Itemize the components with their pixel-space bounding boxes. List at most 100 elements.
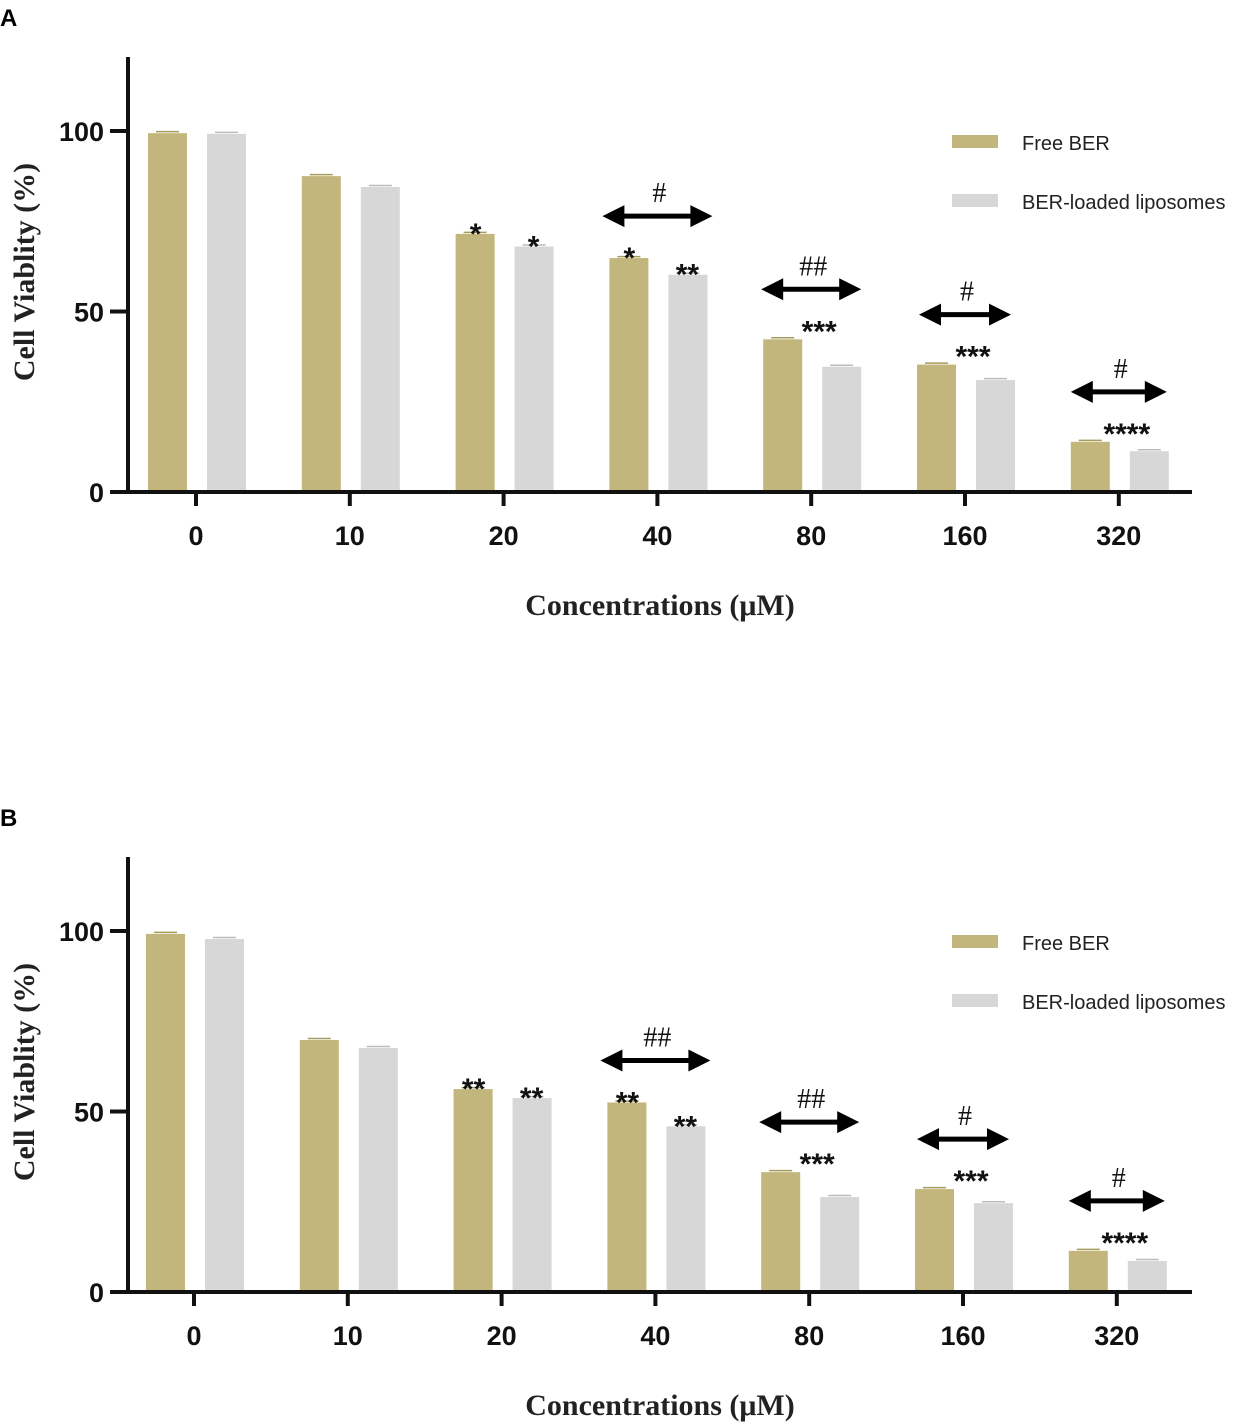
y-tick-label: 0: [89, 478, 104, 508]
bar-free-ber: [761, 1172, 801, 1292]
arrow-head-left: [759, 1111, 782, 1134]
legend-swatch: [952, 994, 998, 1007]
arrow-head-left: [1068, 1189, 1091, 1212]
bar-free-ber: [299, 1040, 339, 1292]
x-tick-label: 160: [942, 521, 987, 551]
bar-free-ber: [148, 133, 187, 492]
significance-stars: ***: [953, 1165, 988, 1198]
x-tick-label: 10: [335, 521, 365, 551]
significance-stars: ***: [800, 1148, 835, 1181]
bar-ber-liposomes: [668, 274, 708, 492]
arrow-head-left: [600, 1049, 623, 1072]
legend-label: Free BER: [1022, 133, 1110, 155]
arrow-head-right: [1142, 1189, 1165, 1212]
significance-stars: ****: [1103, 418, 1150, 451]
hash-significance: ##: [799, 251, 827, 282]
bar-ber-liposomes: [976, 380, 1015, 492]
significance-stars: *: [470, 218, 482, 251]
arrow-head-left: [602, 205, 625, 228]
bar-ber-liposomes: [205, 938, 244, 1292]
bar-ber-liposomes: [1129, 451, 1169, 492]
arrow-head-left: [917, 1128, 939, 1151]
y-tick-label: 0: [89, 1278, 104, 1308]
significance-stars: **: [674, 1110, 698, 1143]
bar-ber-liposomes: [360, 186, 400, 492]
arrow-head-right: [839, 278, 862, 301]
bar-ber-liposomes: [207, 133, 246, 492]
bar-free-ber: [301, 176, 341, 492]
panel-label: A: [0, 5, 17, 32]
arrow-head-right: [987, 1128, 1009, 1151]
significance-stars: *: [528, 231, 540, 264]
bar-free-ber: [453, 1089, 493, 1292]
x-tick-label: 20: [489, 521, 519, 551]
x-tick-label: 20: [487, 1321, 517, 1351]
arrow-head-right: [989, 303, 1011, 326]
significance-stars: ****: [1101, 1227, 1148, 1260]
arrow-head-left: [1070, 380, 1093, 403]
arrow-head-left: [761, 278, 784, 301]
significance-stars: **: [462, 1073, 486, 1106]
bar-ber-liposomes: [514, 246, 554, 492]
bar-ber-liposomes: [822, 366, 862, 492]
significance-stars: **: [616, 1086, 640, 1119]
x-tick-label: 40: [640, 1321, 670, 1351]
significance-stars: *: [624, 242, 636, 275]
legend-label: Free BER: [1022, 933, 1110, 955]
x-axis-title: Concentrations (μM): [525, 589, 794, 622]
bar-ber-liposomes: [666, 1126, 706, 1292]
bar-ber-liposomes: [820, 1197, 860, 1292]
bar-free-ber: [607, 1102, 647, 1292]
bar-free-ber: [763, 339, 803, 492]
hash-significance: #: [1114, 354, 1128, 385]
legend-swatch: [952, 135, 998, 148]
arrow-head-right: [688, 1049, 711, 1072]
hash-significance: #: [1112, 1163, 1126, 1194]
arrow-head-left: [919, 303, 941, 326]
x-tick-label: 80: [794, 1321, 824, 1351]
bar-ber-liposomes: [974, 1203, 1013, 1292]
bar-free-ber: [917, 364, 956, 492]
legend-label: BER-loaded liposomes: [1022, 192, 1225, 214]
hash-significance: #: [652, 178, 666, 209]
x-tick-label: 320: [1096, 521, 1141, 551]
x-tick-label: 80: [796, 521, 826, 551]
bar-free-ber: [455, 233, 495, 492]
x-tick-label: 0: [186, 1321, 201, 1351]
bar-free-ber: [146, 933, 185, 1292]
x-tick-label: 10: [333, 1321, 363, 1351]
bar-free-ber: [915, 1189, 954, 1292]
legend-swatch: [952, 935, 998, 948]
x-tick-label: 40: [642, 521, 672, 551]
bar-free-ber: [609, 258, 649, 492]
panel-b: B 0 50 100 0 10 20 40 80 160 320 Concentrations (μM…: [0, 805, 1225, 1422]
significance-stars: **: [676, 259, 700, 292]
arrow-head-right: [837, 1111, 860, 1134]
hash-significance: ##: [643, 1022, 671, 1053]
y-tick-label: 100: [59, 917, 104, 947]
bar-ber-liposomes: [1127, 1260, 1167, 1292]
arrow-head-right: [690, 205, 713, 228]
bar-ber-liposomes: [358, 1047, 398, 1292]
legend-label: BER-loaded liposomes: [1022, 992, 1225, 1014]
significance-stars: **: [520, 1082, 544, 1115]
legend-swatch: [952, 194, 998, 207]
panel-a: A 0 50 100 0 10 20 40 80 160 320 Concentrations (μM…: [0, 5, 1225, 622]
panel-label: B: [0, 805, 17, 832]
bar-free-ber: [1070, 441, 1110, 492]
y-tick-label: 50: [74, 298, 104, 328]
hash-significance: ##: [797, 1084, 825, 1115]
bar-ber-liposomes: [512, 1098, 552, 1292]
x-tick-label: 0: [188, 521, 203, 551]
y-tick-label: 100: [59, 117, 104, 147]
significance-stars: ***: [802, 315, 837, 348]
x-axis-title: Concentrations (μM): [525, 1389, 794, 1422]
arrow-head-right: [1144, 380, 1167, 403]
y-tick-label: 50: [74, 1098, 104, 1128]
y-axis-title: Cell Viablity (%): [8, 163, 41, 381]
bar-free-ber: [1068, 1250, 1108, 1292]
hash-significance: #: [958, 1101, 972, 1132]
y-axis-title: Cell Viablity (%): [8, 963, 41, 1181]
x-tick-label: 320: [1094, 1321, 1139, 1351]
